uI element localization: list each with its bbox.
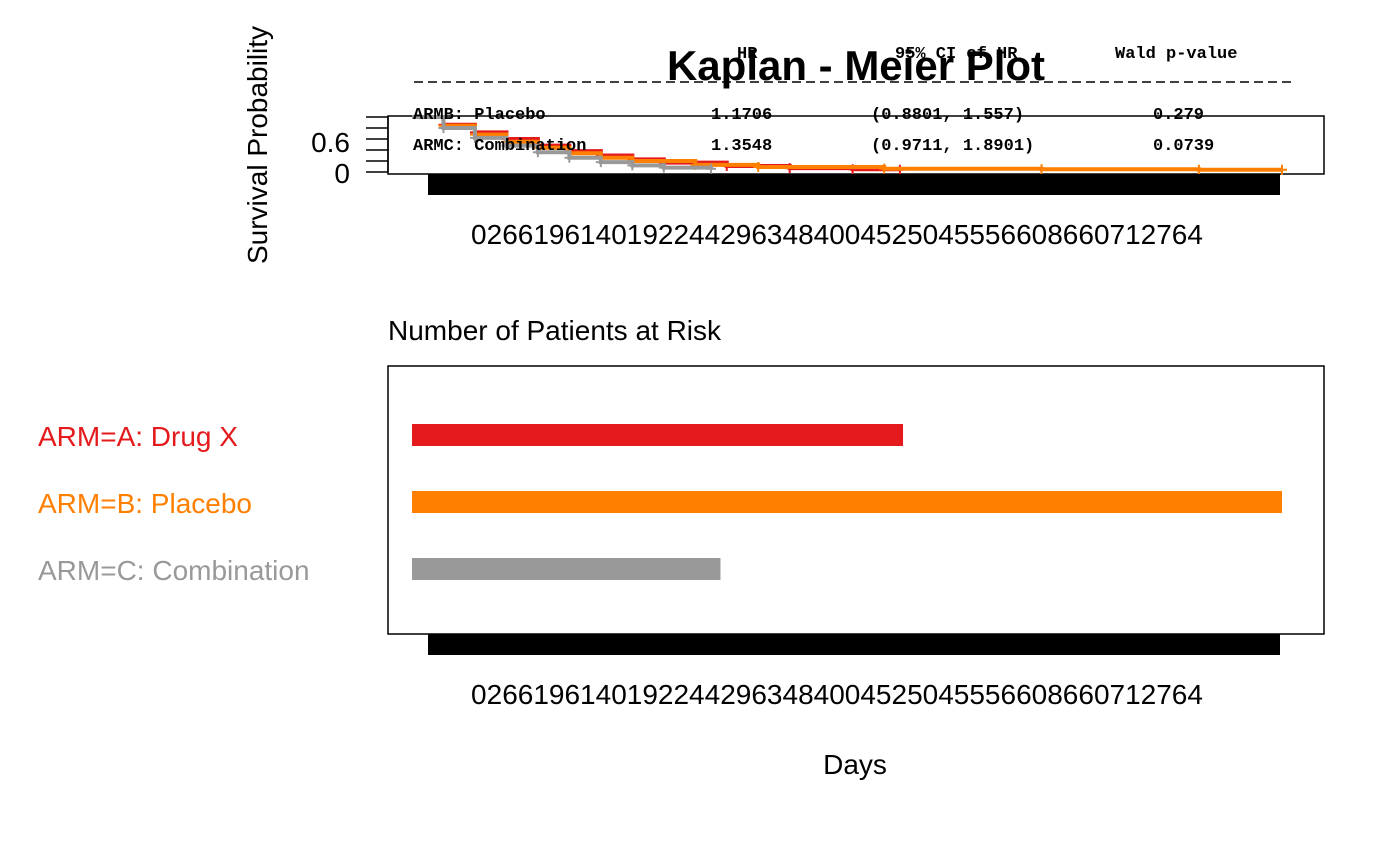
hr-table: HR 95% CI of HR Wald p-value ARMB: Place…	[413, 45, 1296, 156]
hr-row1-ci: (0.8801, 1.557)	[871, 106, 1024, 125]
km-y-tick-0: 0	[334, 158, 350, 189]
risk-bar-2	[412, 558, 721, 580]
km-censor-mark	[469, 132, 480, 143]
hr-header-p: Wald p-value	[1115, 45, 1237, 64]
hr-header-hr: HR	[737, 45, 758, 64]
hr-row2-p: 0.0739	[1153, 137, 1214, 156]
hr-header-ci: 95% CI of HR	[895, 45, 1018, 64]
km-y-tick-06: 0.6	[311, 127, 350, 158]
km-censor-mark	[627, 160, 638, 171]
km-curves	[412, 115, 1287, 175]
km-censor-mark	[438, 123, 449, 133]
risk-table-panel: Number of Patients at Risk ARM=A: Drug X…	[38, 315, 1325, 780]
km-censor-mark	[532, 147, 543, 158]
risk-x-axis-ticks	[428, 634, 1280, 655]
km-plot-panel: Survival Probability 0.6 0 HR 95% CI of …	[242, 26, 1325, 264]
km-y-axis: 0.6 0	[311, 116, 389, 189]
km-x-tick-labels: 0266196140192244296348400452504555660866…	[471, 219, 1203, 250]
risk-bar-0	[412, 424, 904, 446]
km-censor-mark	[564, 152, 575, 163]
risk-label-placebo: ARM=B: Placebo	[38, 488, 252, 519]
risk-label-combination: ARM=C: Combination	[38, 555, 310, 586]
hr-row2-hr: 1.3548	[711, 137, 772, 156]
risk-bars	[412, 424, 1282, 580]
risk-bar-1	[412, 491, 1282, 513]
hr-row2-arm: ARMC: Combination	[413, 137, 586, 156]
km-censor-mark	[658, 162, 669, 173]
hr-row1-p: 0.279	[1153, 106, 1204, 125]
km-censor-mark	[595, 157, 606, 168]
km-ylabel: Survival Probability	[242, 26, 273, 264]
km-curve-1	[412, 115, 1282, 172]
km-censor-mark	[1277, 164, 1287, 175]
km-censor-mark	[879, 163, 890, 174]
risk-title: Number of Patients at Risk	[388, 315, 722, 346]
km-censor-mark	[501, 140, 512, 151]
km-censor-mark	[706, 163, 717, 174]
km-title: Kaplan - Meier Plot	[667, 42, 1045, 89]
km-censor-mark	[1036, 164, 1047, 175]
risk-label-drug-x: ARM=A: Drug X	[38, 421, 238, 452]
hr-row2-ci: (0.9711, 1.8901)	[871, 137, 1034, 156]
risk-xlabel: Days	[823, 749, 887, 780]
hr-row1-arm: ARMB: Placebo	[413, 106, 546, 125]
km-censor-mark	[1193, 164, 1204, 175]
risk-x-tick-labels: 0266196140192244296348400452504555660866…	[471, 679, 1203, 710]
km-x-axis-ticks	[428, 174, 1280, 195]
km-censor-mark	[753, 162, 764, 173]
hr-row1-hr: 1.1706	[711, 106, 772, 125]
